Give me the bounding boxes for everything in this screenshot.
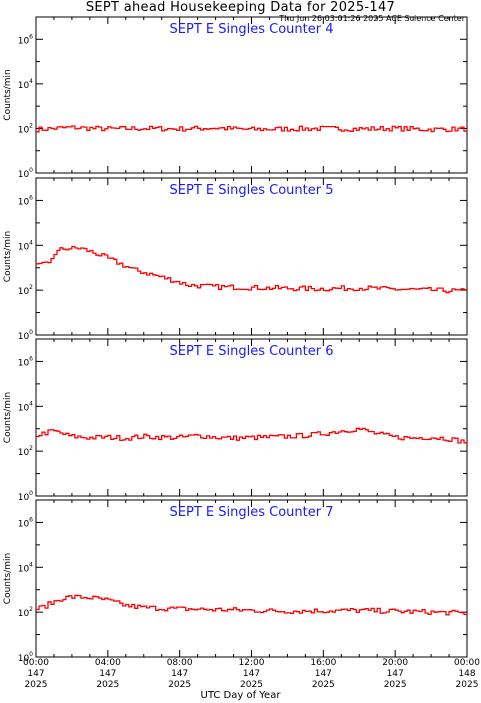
y-tick-label: 104	[18, 561, 33, 574]
x-tick-label: 2025	[168, 680, 191, 690]
y-tick-label: 100	[18, 651, 33, 664]
x-tick-label: 00:00	[23, 658, 49, 668]
x-tick-label: 2025	[312, 680, 335, 690]
x-axis-label: UTC Day of Year	[200, 690, 281, 701]
series-line	[36, 594, 467, 616]
x-tick-label: 2025	[96, 680, 119, 690]
x-tick-label: 00:00	[454, 658, 480, 668]
y-tick-label: 106	[18, 355, 33, 368]
x-tick-label: 147	[99, 669, 116, 679]
x-tick-label: 147	[171, 669, 188, 679]
y-tick-label: 102	[18, 284, 33, 297]
panel-title: SEPT E Singles Counter 4	[170, 22, 334, 37]
x-tick-label: 147	[315, 669, 332, 679]
series-line	[36, 245, 467, 294]
x-tick-label: 147	[27, 669, 44, 679]
x-tick-label: 16:00	[310, 658, 336, 668]
y-tick-label: 100	[18, 329, 33, 342]
y-tick-label: 102	[18, 445, 33, 458]
y-axis-label: Counts/min	[3, 231, 13, 282]
series-line	[36, 427, 467, 444]
y-tick-label: 106	[18, 194, 33, 207]
y-tick-label: 104	[18, 78, 33, 91]
x-tick-label: 12:00	[239, 658, 265, 668]
generation-timestamp: Thu Jun 26 03:01:26 2025 ACE Science Cen…	[279, 14, 465, 23]
y-tick-label: 104	[18, 400, 33, 413]
x-tick-label: 20:00	[382, 658, 408, 668]
panel-title: SEPT E Singles Counter 7	[170, 505, 334, 520]
x-tick-label: 2025	[25, 680, 48, 690]
x-tick-label: 04:00	[95, 658, 121, 668]
plot-frame	[35, 338, 468, 497]
y-tick-label: 106	[18, 516, 33, 529]
plot-frame	[35, 177, 468, 336]
panel-title: SEPT E Singles Counter 6	[170, 344, 334, 359]
y-tick-label: 106	[18, 33, 33, 46]
x-tick-label: 147	[243, 669, 260, 679]
x-tick-label: 147	[387, 669, 404, 679]
plot-frame	[35, 16, 468, 174]
plot-frame	[35, 499, 468, 658]
x-tick-label: 148	[458, 669, 475, 679]
x-tick-label: 2025	[240, 680, 263, 690]
y-tick-label: 100	[18, 490, 33, 503]
x-tick-label: 2025	[384, 680, 407, 690]
y-tick-label: 104	[18, 239, 33, 252]
y-tick-label: 102	[18, 606, 33, 619]
y-axis-label: Counts/min	[3, 553, 13, 604]
chart-main-title: SEPT ahead Housekeeping Data for 2025-14…	[85, 0, 396, 15]
panel-title: SEPT E Singles Counter 5	[170, 183, 334, 198]
y-tick-label: 102	[18, 122, 33, 135]
x-tick-label: 08:00	[167, 658, 193, 668]
x-tick-label: 2025	[456, 680, 479, 690]
y-axis-label: Counts/min	[3, 392, 13, 443]
series-line	[36, 125, 467, 133]
y-axis-label: Counts/min	[3, 69, 13, 120]
y-tick-label: 100	[18, 167, 33, 180]
